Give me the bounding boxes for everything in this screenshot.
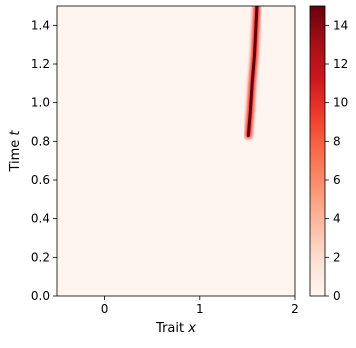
y-axis-label: Time t — [8, 130, 23, 173]
colorbar-gradient — [309, 5, 326, 297]
colorbar-ticks: 0 2 4 6 8 10 12 14 — [325, 18, 348, 303]
x-tick-label: 1 — [196, 302, 204, 316]
y-tick-label: 0.0 — [31, 289, 50, 303]
colorbar: 0 2 4 6 8 10 12 14 — [309, 5, 348, 303]
y-axis: 0.0 0.2 0.4 0.6 0.8 1.0 1.2 1.4 — [31, 18, 57, 303]
y-tick-label: 0.6 — [31, 173, 50, 187]
y-axis-label-variable: t — [8, 130, 23, 136]
x-axis-label-variable: x — [187, 321, 196, 336]
y-tick-label: 1.2 — [31, 57, 50, 71]
plot-area — [56, 5, 296, 297]
plot-frame — [56, 5, 296, 297]
x-tick-label: 2 — [291, 302, 299, 316]
density-ridge — [246, 6, 259, 138]
colorbar-tick-label: 8 — [333, 134, 341, 148]
y-tick-label: 0.2 — [31, 250, 50, 264]
x-axis: 0 1 2 — [101, 296, 299, 316]
y-tick-label: 1.0 — [31, 96, 50, 110]
x-axis-label-text: Trait — [155, 321, 188, 336]
density-background — [57, 6, 295, 296]
colorbar-tick-label: 12 — [333, 57, 348, 71]
colorbar-tick-label: 10 — [333, 96, 348, 110]
colorbar-tick-label: 0 — [333, 289, 341, 303]
y-tick-label: 1.4 — [31, 18, 50, 32]
y-tick-label: 0.4 — [31, 212, 50, 226]
x-tick-label: 0 — [101, 302, 109, 316]
y-axis-label-text: Time — [8, 136, 23, 173]
colorbar-tick-label: 14 — [333, 18, 348, 32]
y-tick-label: 0.8 — [31, 134, 50, 148]
colorbar-tick-label: 4 — [333, 212, 341, 226]
colorbar-tick-label: 2 — [333, 250, 341, 264]
x-axis-label: Trait x — [155, 321, 196, 336]
colorbar-tick-label: 6 — [333, 173, 341, 187]
